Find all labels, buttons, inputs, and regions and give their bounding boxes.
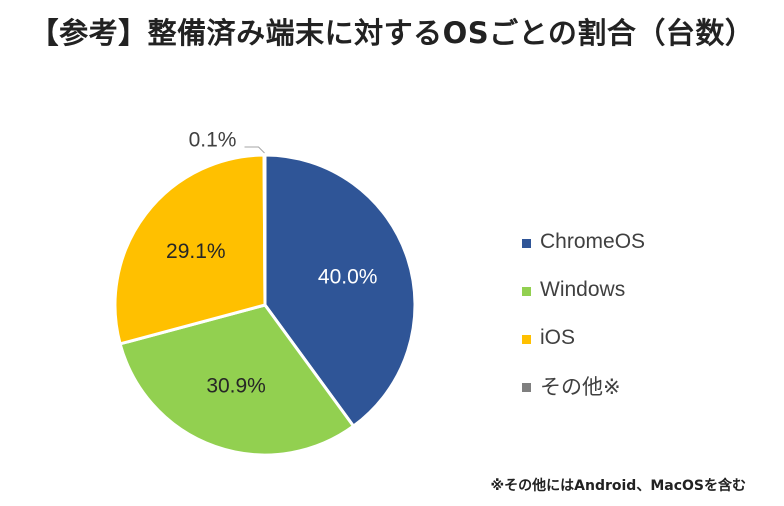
legend-label-1: ChromeOS	[540, 230, 646, 253]
legend-swatch-4	[522, 382, 531, 392]
legend-item-3: iOS	[522, 314, 645, 362]
chart-footnote: ※その他にはAndroid、MacOSを含む	[490, 478, 746, 494]
data-label-2: 30.9%	[206, 375, 266, 398]
legend-item-4: その他※	[522, 362, 645, 410]
chart-legend: ChromeOS Windows iOS その他※	[522, 218, 645, 410]
leader-line-4	[244, 146, 265, 154]
legend-item-1: ChromeOS	[522, 218, 645, 266]
data-label-3: 29.1%	[166, 240, 226, 263]
legend-label-4: その他※	[540, 376, 621, 399]
data-label-1: 40.0%	[318, 266, 378, 289]
legend-swatch-2	[522, 286, 531, 296]
chart-title: 【参考】整備済み端末に対するOSごとの割合（台数）	[29, 16, 755, 50]
data-label-4: 0.1%	[189, 129, 237, 152]
legend-swatch-3	[522, 334, 531, 344]
legend-label-3: iOS	[540, 326, 576, 349]
pie-slice-2	[118, 303, 355, 457]
pie-slice-4	[262, 153, 267, 307]
legend-swatch-1	[522, 238, 531, 248]
pie-slice-3	[113, 153, 267, 346]
legend-label-2: Windows	[540, 278, 626, 301]
pie-slice-1	[263, 153, 417, 428]
legend-item-2: Windows	[522, 266, 645, 314]
